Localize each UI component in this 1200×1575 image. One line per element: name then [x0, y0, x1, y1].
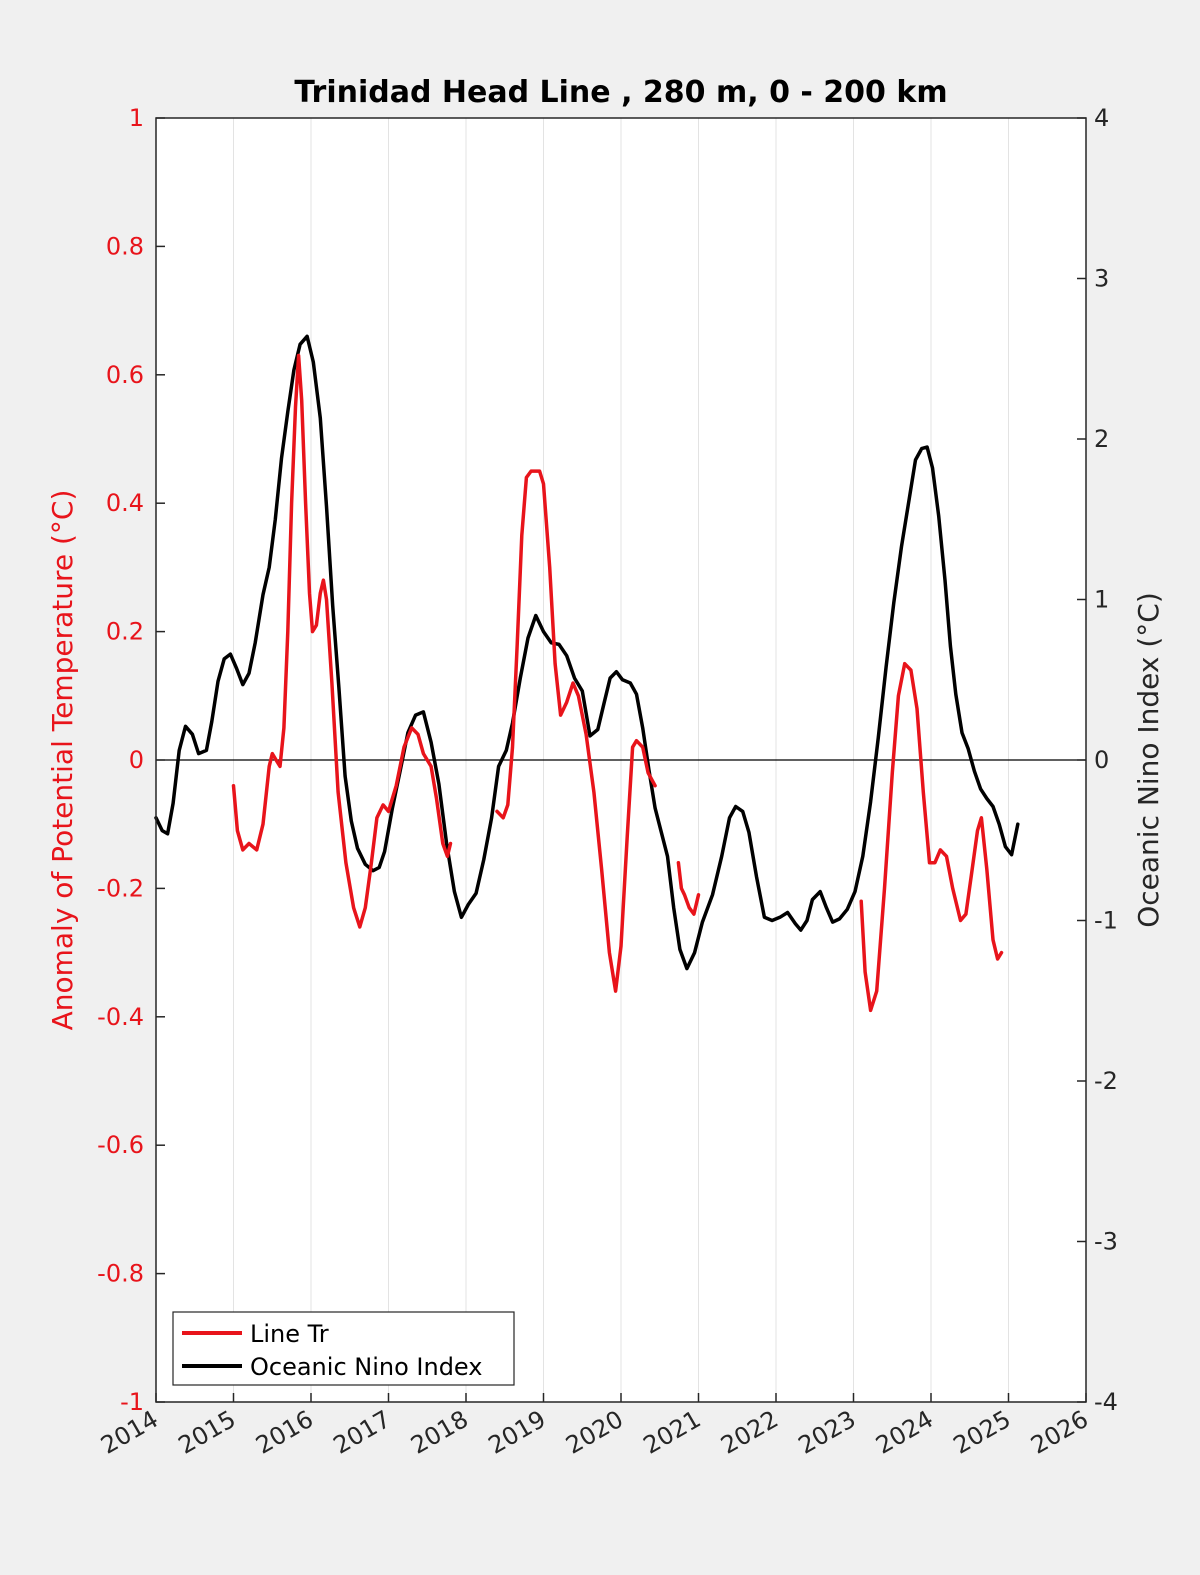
left-axis: 1 0.8 0.6 0.4 0.2 0 -0.2 -0.4 -0.6 -0.8 -1	[97, 104, 165, 1416]
right-tick-label: 1	[1094, 586, 1109, 614]
legend-label-line-tr: Line Tr	[250, 1320, 329, 1348]
series-line-tr-segment-1	[495, 469, 657, 993]
left-tick-label: -0.6	[97, 1131, 144, 1159]
left-tick-label: 0.2	[106, 618, 144, 646]
chart-title: Trinidad Head Line , 280 m, 0 - 200 km	[294, 75, 947, 110]
legend: Line Tr Oceanic Nino Index	[172, 1311, 515, 1386]
right-tick-label: -1	[1094, 907, 1118, 935]
left-tick-label: 0.6	[106, 361, 144, 389]
series-line-tr-segment-3	[859, 661, 1004, 1013]
right-tick-label: 3	[1094, 265, 1109, 293]
series-oni-segment-0	[154, 334, 1020, 971]
left-tick-label: -0.8	[97, 1260, 144, 1288]
left-axis-label: Anomaly of Potential Temperature (°C)	[46, 490, 79, 1031]
series-line-tr-segment-2	[676, 860, 701, 916]
series-layer	[154, 334, 1020, 1013]
left-tick-label: 0.4	[106, 489, 144, 517]
legend-label-oni: Oceanic Nino Index	[250, 1353, 482, 1381]
right-tick-label: 4	[1094, 104, 1109, 132]
series-line-tr-segment-0	[231, 353, 453, 929]
left-tick-label: -1	[120, 1388, 144, 1416]
left-tick-label: -0.4	[97, 1003, 144, 1031]
right-tick-label: -4	[1094, 1388, 1118, 1416]
right-axis-label: Oceanic Nino Index (°C)	[1132, 592, 1165, 928]
right-tick-label: 2	[1094, 425, 1109, 453]
left-tick-label: 0.8	[106, 232, 144, 260]
right-tick-label: 0	[1094, 746, 1109, 774]
left-tick-label: -0.2	[97, 874, 144, 902]
left-tick-label: 1	[129, 104, 144, 132]
right-tick-label: -3	[1094, 1228, 1118, 1256]
right-axis: 4 3 2 1 0 -1 -2 -3 -4	[1077, 104, 1118, 1416]
right-tick-label: -2	[1094, 1067, 1118, 1095]
legend-box	[172, 1311, 515, 1386]
left-tick-label: 0	[129, 746, 144, 774]
